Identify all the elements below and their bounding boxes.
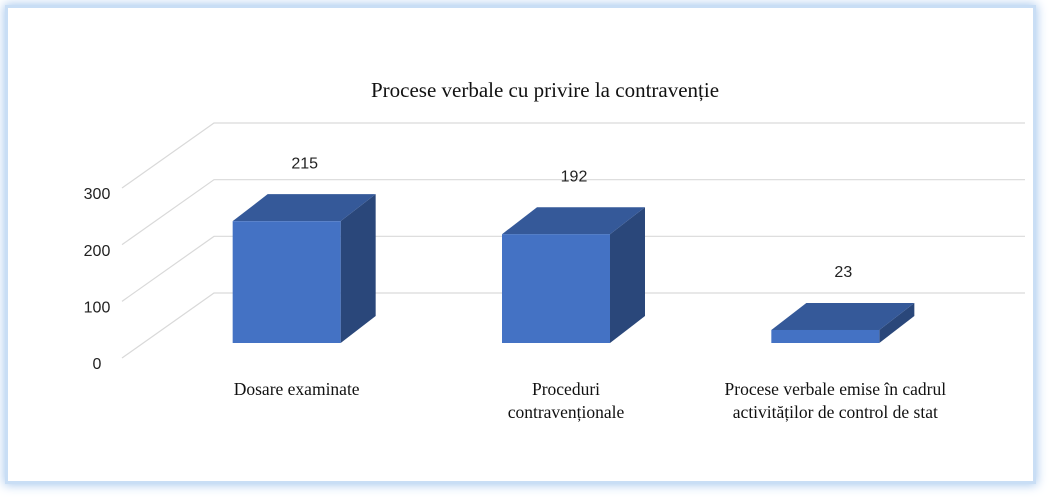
chart-title: Procese verbale cu privire la contravenț… <box>371 78 719 102</box>
y-tick-label: 0 <box>93 356 102 373</box>
bar <box>771 329 880 343</box>
bar-top <box>771 302 915 330</box>
grid-line <box>121 179 1025 246</box>
data-label: 215 <box>291 155 318 172</box>
x-tick-label: Proceduri contravenționale <box>507 379 625 422</box>
data-label: 192 <box>561 168 588 185</box>
bar-side <box>340 194 376 343</box>
bar <box>502 234 610 343</box>
y-tick-label: 300 <box>84 186 111 203</box>
bar-top <box>232 194 376 222</box>
grid-line <box>121 235 1025 302</box>
grid-line <box>121 122 1025 189</box>
y-tick-label: 100 <box>84 300 111 317</box>
y-tick-label: 200 <box>84 243 111 260</box>
bar-side <box>610 207 645 343</box>
data-label: 23 <box>834 264 852 281</box>
bar-side <box>879 302 915 343</box>
x-tick-label: Procese verbale emise în cadrul activită… <box>724 379 947 422</box>
bar <box>232 221 341 343</box>
bar-top <box>502 207 645 235</box>
grid-line <box>121 292 1025 359</box>
x-tick-label: Dosare examinate <box>233 379 360 399</box>
